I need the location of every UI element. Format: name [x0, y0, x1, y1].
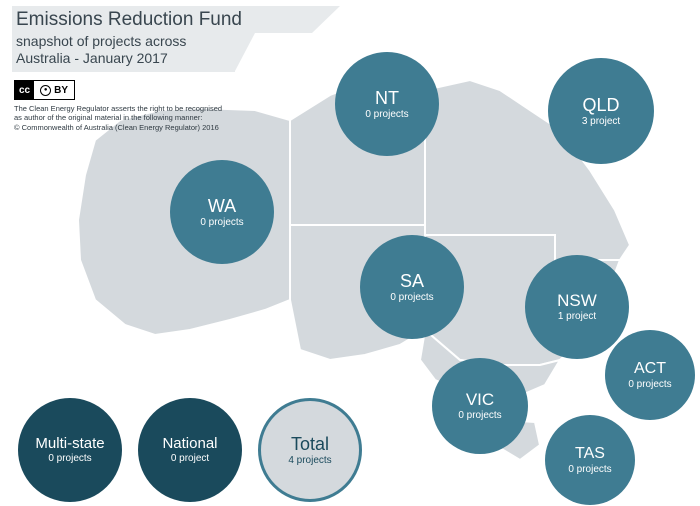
- bubble-label: National: [162, 436, 217, 451]
- bubble-label: Total: [291, 435, 329, 453]
- bubble-label: SA: [400, 272, 424, 290]
- bubble-count: 0 projects: [568, 464, 611, 475]
- bubble-label: Multi-state: [35, 436, 104, 451]
- license-block: cc ● BY The Clean Energy Regulator asser…: [14, 80, 274, 132]
- bubble-count: 1 project: [558, 311, 596, 322]
- bubble-label: ACT: [634, 361, 666, 377]
- page-subtitle: snapshot of projects across Australia - …: [12, 33, 235, 72]
- license-line-1: The Clean Energy Regulator asserts the r…: [14, 104, 222, 113]
- bubble-label: WA: [208, 197, 236, 215]
- bubble-label: NSW: [557, 292, 597, 309]
- license-line-3: © Commonwealth of Australia (Clean Energ…: [14, 123, 219, 132]
- infographic-stage: Emissions Reduction Fund snapshot of pro…: [0, 0, 700, 506]
- page-title: Emissions Reduction Fund: [12, 6, 312, 33]
- bubble-nt: NT 0 projects: [335, 52, 439, 156]
- cc-icon: cc: [15, 81, 34, 99]
- bubble-wa: WA 0 projects: [170, 160, 274, 264]
- bubble-count: 0 project: [171, 453, 209, 464]
- bubble-act: ACT 0 projects: [605, 330, 695, 420]
- attribution-icon: ●: [40, 85, 51, 96]
- bubble-national: National 0 project: [138, 398, 242, 502]
- license-text: The Clean Energy Regulator asserts the r…: [14, 104, 274, 132]
- cc-by-badge: cc ● BY: [14, 80, 75, 100]
- bubble-count: 0 projects: [628, 379, 671, 390]
- bubble-total: Total 4 projects: [258, 398, 362, 502]
- bubble-multi: Multi-state 0 projects: [18, 398, 122, 502]
- title-block: Emissions Reduction Fund snapshot of pro…: [12, 6, 312, 72]
- bubble-tas: TAS 0 projects: [545, 415, 635, 505]
- bubble-count: 4 projects: [288, 455, 331, 466]
- license-line-2: as author of the original material in th…: [14, 113, 202, 122]
- bubble-count: 0 projects: [200, 217, 243, 228]
- bubble-label: TAS: [575, 446, 605, 462]
- bubble-count: 0 projects: [458, 410, 501, 421]
- bubble-label: QLD: [582, 96, 619, 114]
- bubble-vic: VIC 0 projects: [432, 358, 528, 454]
- bubble-nsw: NSW 1 project: [525, 255, 629, 359]
- bubble-label: NT: [375, 89, 399, 107]
- bubble-label: VIC: [466, 391, 494, 408]
- subtitle-line-1: snapshot of projects across: [16, 33, 186, 49]
- subtitle-line-2: Australia - January 2017: [16, 50, 168, 66]
- bubble-count: 0 projects: [48, 453, 91, 464]
- bubble-qld: QLD 3 project: [548, 58, 654, 164]
- bubble-sa: SA 0 projects: [360, 235, 464, 339]
- bubble-count: 0 projects: [365, 109, 408, 120]
- cc-by-label: BY: [54, 85, 68, 96]
- bubble-count: 0 projects: [390, 292, 433, 303]
- bubble-count: 3 project: [582, 116, 620, 127]
